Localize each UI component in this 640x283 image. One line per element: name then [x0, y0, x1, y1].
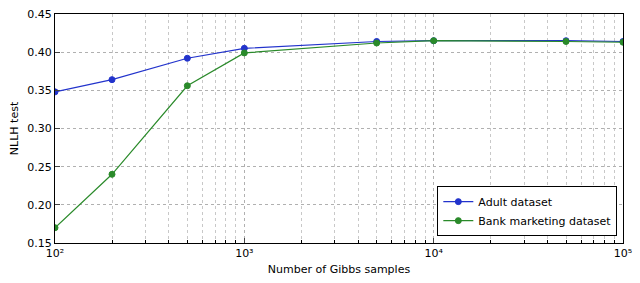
svg-text:NLLH test: NLLH test [8, 101, 21, 155]
svg-text:0.15: 0.15 [27, 237, 52, 250]
svg-text:0.40: 0.40 [27, 46, 52, 59]
svg-text:0.20: 0.20 [27, 199, 52, 212]
svg-text:10²: 10² [46, 247, 64, 260]
svg-text:Bank marketing dataset: Bank marketing dataset [478, 215, 611, 228]
svg-text:Adult dataset: Adult dataset [478, 196, 552, 209]
svg-text:0.45: 0.45 [27, 8, 52, 21]
svg-text:0.30: 0.30 [27, 122, 52, 135]
svg-text:0.25: 0.25 [27, 161, 52, 174]
svg-text:0.35: 0.35 [27, 84, 52, 97]
svg-text:10³: 10³ [235, 247, 253, 260]
svg-text:10⁴: 10⁴ [424, 247, 443, 260]
svg-text:Number of Gibbs samples: Number of Gibbs samples [268, 263, 411, 276]
svg-text:10⁵: 10⁵ [614, 247, 632, 260]
